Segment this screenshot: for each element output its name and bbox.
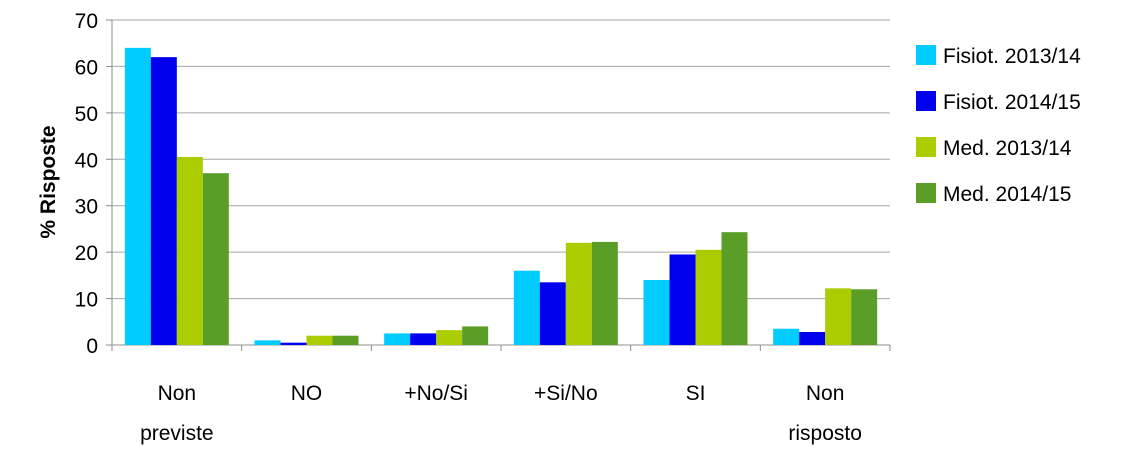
legend-swatch [916,183,936,203]
bar [721,232,748,345]
y-tick-label: 50 [75,103,98,126]
y-tick-label: 10 [75,289,98,312]
bar [436,330,463,345]
bars [124,47,878,346]
x-category-label: NO [291,382,323,405]
y-tick-label: 20 [75,242,98,265]
bar [773,328,800,345]
y-tick-label: 60 [75,56,98,79]
bar [150,57,177,346]
x-category-label: Non risposto [788,382,862,445]
bar [669,254,696,345]
x-category-labels: Non previste NO +No/Si +Si/No SI Non risposto [140,382,862,445]
bar [825,288,852,345]
y-tick-label: 30 [75,196,98,219]
bar [202,173,229,345]
bar [176,156,203,345]
y-tick-label: 40 [75,149,98,172]
bar [851,289,878,345]
legend-swatch [916,91,936,111]
y-axis-label: % Risposte [37,125,60,238]
axes [106,19,891,351]
bar [591,241,618,345]
bar [254,340,281,345]
bar [643,280,670,345]
y-tick-label: 70 [75,10,98,33]
bar [410,333,437,345]
bar [306,335,333,345]
bar [513,270,540,345]
x-category-label: +Si/No [534,382,598,405]
y-tick-label: 0 [86,335,98,358]
x-category-label: +No/Si [404,382,468,405]
legend: Fisiot. 2013/14 Fisiot. 2014/15 Med. 2013/… [916,45,1081,206]
bar [695,249,722,345]
x-category-label: SI [686,382,706,405]
x-category-label: Non previste [140,382,214,445]
legend-label: Med. 2013/14 [943,137,1072,160]
bar [332,335,359,345]
bar [384,333,411,345]
bar [539,282,566,345]
gridlines [112,19,890,346]
y-tick-labels: 0 10 20 30 40 50 60 70 [75,10,98,358]
legend-label: Fisiot. 2014/15 [943,91,1081,114]
bar [280,342,307,345]
legend-label: Med. 2014/15 [943,183,1071,206]
legend-swatch [916,137,936,157]
legend-swatch [916,45,936,65]
bar [799,332,826,345]
bar [462,326,489,345]
bar [565,242,592,345]
legend-label: Fisiot. 2013/14 [943,45,1081,68]
bar [124,47,151,345]
